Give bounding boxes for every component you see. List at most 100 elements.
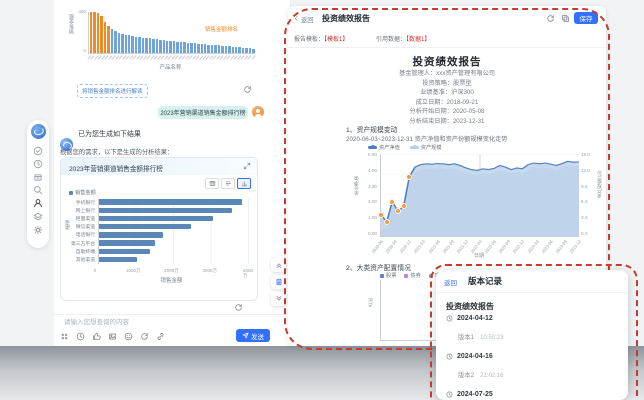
copy-icon[interactable] bbox=[561, 14, 570, 23]
version-entry: 2024-07-25版本310:49:05 bbox=[446, 391, 618, 400]
hbar-bar bbox=[99, 240, 156, 246]
ytick-label: 3.0 bbox=[581, 215, 588, 221]
bar bbox=[103, 22, 107, 53]
template-row-left: 报告模板：【模板1】 bbox=[294, 34, 348, 43]
legend-label: 股票 bbox=[386, 273, 397, 279]
collapse-down-icon[interactable] bbox=[271, 292, 286, 306]
collapse-up-icon[interactable] bbox=[271, 258, 286, 272]
top-chart-legend: 销售金额排名 bbox=[205, 27, 239, 33]
hbar-bar bbox=[99, 199, 242, 205]
report-header-title: 投资绩效报告 bbox=[322, 14, 370, 23]
ytick-label: 4.00 bbox=[368, 167, 377, 173]
data-link[interactable]: 【数据1】 bbox=[406, 37, 431, 43]
refresh-icon[interactable] bbox=[243, 85, 252, 94]
version-popup: 返回 版本记录 投资绩效报告 2024-04-12 版本1 10:50:23 2024… bbox=[436, 270, 628, 400]
ytick-label: 9.0 bbox=[581, 183, 588, 189]
search-icon[interactable] bbox=[33, 185, 43, 195]
refresh-icon[interactable] bbox=[140, 332, 149, 341]
popup-back-link[interactable]: 返回 bbox=[444, 280, 457, 287]
ytick-label: 15.0 bbox=[581, 152, 590, 157]
clock-icon[interactable] bbox=[33, 159, 43, 169]
bar bbox=[214, 45, 217, 53]
bar bbox=[138, 37, 141, 53]
suggest-chip[interactable]: 将销售金额排名进行解读 bbox=[77, 84, 148, 98]
table-icon[interactable] bbox=[205, 178, 219, 189]
table-row: 电话银行 bbox=[69, 230, 249, 239]
bar bbox=[148, 38, 152, 53]
report-back-link[interactable]: 返回 bbox=[301, 17, 314, 24]
refresh-icon[interactable] bbox=[546, 14, 555, 23]
bar bbox=[248, 48, 252, 53]
hbar-track bbox=[98, 255, 249, 264]
popup-divider bbox=[436, 292, 628, 293]
bar bbox=[107, 25, 110, 53]
hbar-category-label: 微信渠道 bbox=[75, 225, 95, 231]
hbar-bar bbox=[99, 215, 214, 222]
bar bbox=[241, 47, 245, 53]
legend-marker bbox=[69, 190, 73, 195]
refresh-icon[interactable] bbox=[234, 303, 243, 312]
legend-marker bbox=[409, 145, 419, 149]
sidebar-icons bbox=[33, 144, 43, 236]
layers-icon[interactable] bbox=[33, 212, 43, 222]
expand-icon[interactable] bbox=[243, 162, 251, 170]
report-meta-line: 成立日期：2018-09-21 bbox=[415, 98, 479, 106]
report-meta-line: 业绩基准：沪深300 bbox=[420, 89, 474, 97]
result-card-title: 2023年营销渠道销售金额排行榜 bbox=[69, 166, 163, 173]
bar bbox=[100, 15, 103, 53]
bar bbox=[96, 13, 100, 53]
assistant-intro: 根据您的需求，以下是生成的分析结果： bbox=[60, 149, 174, 156]
result-card: 2023年营销渠道销售金额排行榜 销售金额 渠道 手机银行 网上银行 柜面渠道 微信渠… bbox=[60, 157, 258, 301]
line-chart-markers bbox=[378, 154, 579, 236]
clock-icon bbox=[446, 315, 453, 322]
image-icon[interactable] bbox=[108, 332, 117, 341]
data-label: 引用数据： bbox=[376, 37, 407, 43]
version-label[interactable]: 版本1 bbox=[458, 334, 475, 341]
back-chevron-icon[interactable] bbox=[293, 15, 300, 22]
hbar-bar bbox=[99, 248, 150, 254]
hbar-bar bbox=[99, 223, 191, 230]
archive-icon[interactable] bbox=[33, 172, 43, 182]
version-entry: 2024-04-12 版本1 10:50:23 bbox=[446, 315, 618, 344]
legend-item: 资产规模 bbox=[409, 144, 442, 151]
app-logo-eye-icon[interactable] bbox=[30, 124, 46, 139]
hbar-tick-label: 0 bbox=[93, 268, 97, 273]
send-button[interactable]: 发送 bbox=[236, 329, 270, 342]
check-circle-icon[interactable] bbox=[33, 146, 43, 156]
version-time: 21:02:16 bbox=[480, 373, 504, 379]
bar bbox=[207, 44, 210, 53]
table-row: 网上银行 bbox=[69, 206, 249, 215]
hbar-category-label: 第三方平台 bbox=[71, 241, 95, 247]
send-label: 发送 bbox=[251, 333, 264, 341]
bar bbox=[155, 39, 159, 53]
gear-icon[interactable] bbox=[33, 225, 43, 235]
assistant-reply-title: 已为您生成如下结果 bbox=[78, 131, 141, 138]
chat-input[interactable] bbox=[62, 318, 256, 327]
vbar-chart-icon[interactable] bbox=[237, 178, 251, 189]
version-date-row: 2024-07-25 bbox=[446, 391, 618, 398]
clock-icon bbox=[446, 353, 453, 360]
clock-icon[interactable] bbox=[76, 332, 85, 341]
link-icon[interactable] bbox=[156, 332, 165, 341]
thumbs-up-icon[interactable] bbox=[92, 332, 101, 341]
top-chart-ylabel: 销售金额 bbox=[69, 14, 75, 34]
report-meta-line: 分析开始日期：2020-05-08 bbox=[409, 108, 485, 116]
hbar-category-label: 手机银行 bbox=[75, 200, 95, 206]
ytick-label: 0.0 bbox=[581, 230, 588, 236]
document-icon[interactable] bbox=[271, 275, 286, 289]
top-chart-ytick-zero: 0 bbox=[83, 48, 86, 53]
user-icon[interactable] bbox=[33, 198, 43, 208]
bar bbox=[93, 12, 96, 53]
bar bbox=[197, 43, 200, 53]
bar bbox=[231, 46, 235, 53]
template-link[interactable]: 【模板1】 bbox=[324, 37, 349, 43]
smiley-icon[interactable] bbox=[124, 332, 133, 341]
version-label[interactable]: 版本2 bbox=[458, 372, 475, 379]
line-chart-ylabel-right: 资产规模(亿) bbox=[598, 171, 603, 199]
hbar-chart-icon[interactable] bbox=[221, 178, 235, 189]
top-chart-ticks bbox=[87, 55, 256, 60]
bar bbox=[179, 42, 183, 53]
save-button[interactable]: 保存 bbox=[574, 12, 598, 24]
legend-item: 股票 bbox=[380, 272, 396, 279]
grid-icon[interactable] bbox=[60, 332, 69, 341]
